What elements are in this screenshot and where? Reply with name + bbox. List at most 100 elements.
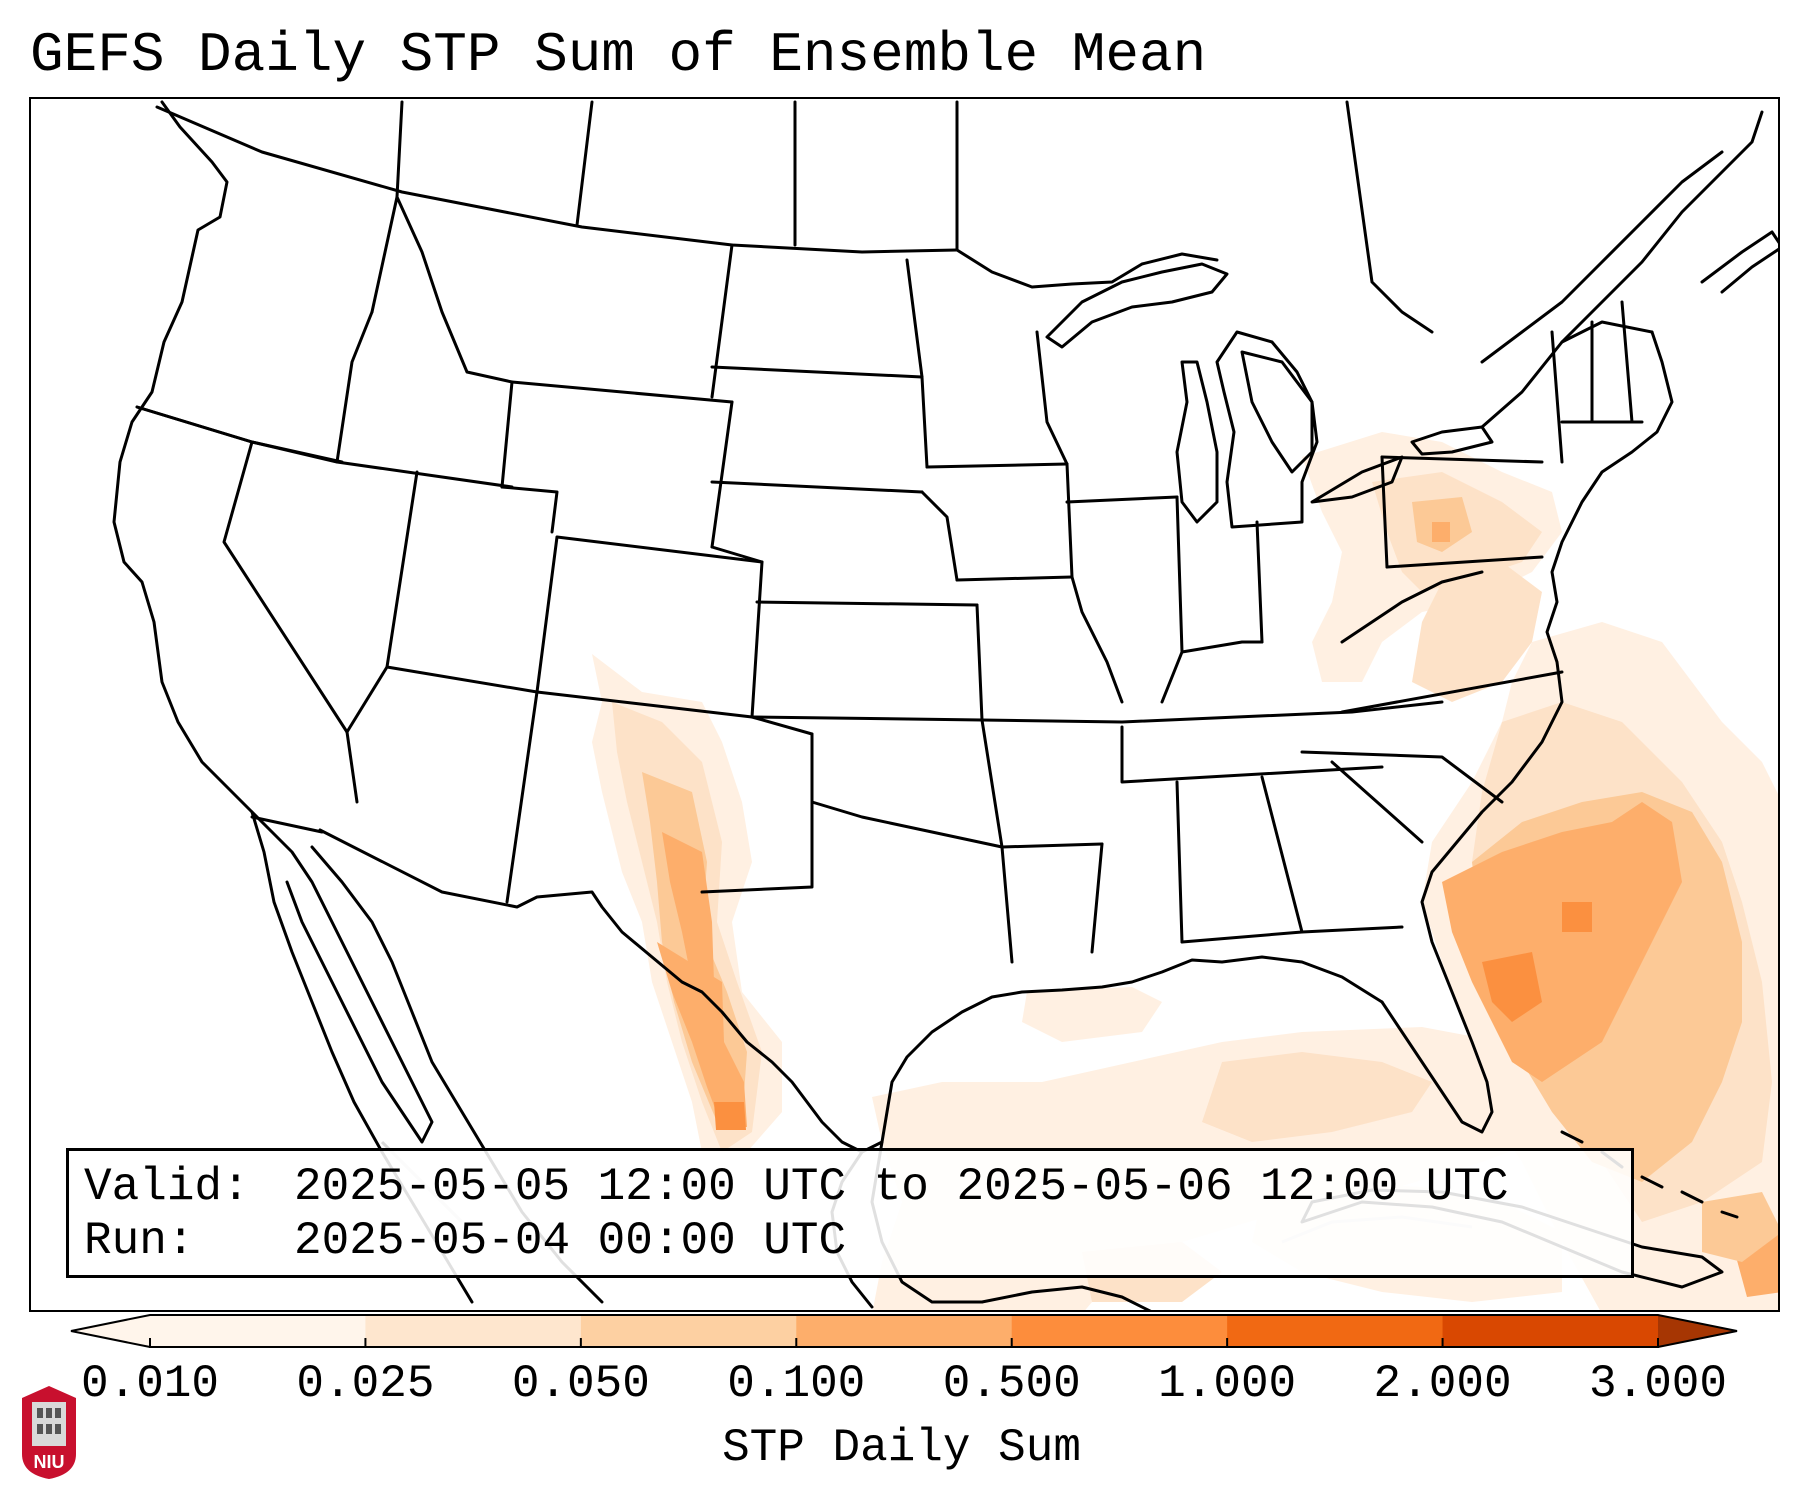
border-ny-vt-nh	[1550, 330, 1564, 464]
border-ia-mn	[925, 462, 1069, 469]
border-ar-la	[1000, 842, 1104, 849]
colorbar-tick-label: 3.000	[1588, 1358, 1728, 1410]
colorbar-tick-label: 0.050	[511, 1358, 650, 1410]
colorbar	[70, 1314, 1738, 1348]
border-wy-sd	[710, 400, 734, 549]
border-ia-mo	[955, 575, 1074, 582]
colorbar-extend-min	[71, 1315, 150, 1347]
baja-california	[250, 810, 434, 1144]
colorbar-segment	[150, 1315, 366, 1347]
border-mexico	[318, 828, 864, 1154]
border-ok-ar	[980, 718, 1004, 849]
lake-huron	[1240, 350, 1314, 474]
border-in-ky	[1180, 640, 1264, 654]
border-pa-md	[1385, 555, 1544, 569]
michigan-peninsula	[1215, 330, 1319, 529]
valid-row: Valid: 2025-05-05 12:00 UTC to 2025-05-06…	[84, 1160, 1631, 1214]
border-wy-co	[555, 535, 764, 564]
border-ca-nv	[222, 440, 359, 804]
border-ms-al	[1175, 780, 1184, 944]
colorbar-segment	[1011, 1315, 1228, 1347]
border-nc-sc	[1300, 750, 1504, 804]
border-la-ms	[1090, 842, 1104, 954]
shading-atlantic	[1422, 622, 1778, 1310]
valid-label: Valid:	[84, 1161, 250, 1213]
border-al-fl	[1180, 925, 1404, 944]
border-tn-ms-al-ga	[1120, 725, 1384, 784]
border-in-oh	[1255, 520, 1264, 644]
border-ca-mx	[250, 815, 324, 834]
border-id-mt	[395, 195, 514, 384]
border-co-ks	[750, 560, 764, 719]
map-borders	[112, 100, 1778, 1310]
shading-northeast	[1302, 432, 1562, 702]
border-oh-pa	[1380, 455, 1389, 569]
border-ga-sc	[1330, 760, 1424, 844]
border-nm-tx	[700, 715, 814, 894]
colorbar-segment	[365, 1315, 582, 1347]
colorbar-tick-label: 0.500	[942, 1358, 1081, 1410]
border-wa-id	[370, 195, 399, 314]
border-co-nm	[535, 690, 754, 719]
border-tx-la	[1000, 845, 1014, 964]
border-ky-tn	[1120, 700, 1444, 724]
border-mn-wi	[1035, 330, 1069, 466]
border-or-id	[335, 310, 374, 464]
coastline-west	[112, 100, 474, 1304]
border-mt-nd	[710, 243, 734, 399]
nova-scotia	[1700, 230, 1778, 294]
colorbar-extend-max	[1658, 1315, 1737, 1347]
border-sd-ne	[710, 480, 924, 494]
border-ks-mo	[975, 603, 984, 722]
map-panel	[29, 97, 1780, 1312]
colorbar-tick-label: 0.010	[80, 1358, 220, 1410]
border-nd-sd	[710, 365, 924, 379]
run-label: Run:	[84, 1215, 195, 1267]
colorbar-segment	[1442, 1315, 1659, 1347]
border-al-ga	[1260, 775, 1304, 934]
yucatan	[980, 1285, 1152, 1310]
border-ne-ia	[920, 490, 959, 582]
border-wi-il	[1065, 495, 1179, 504]
border-wy-ne	[710, 545, 764, 564]
valid-value: 2025-05-05 12:00 UTC to 2025-05-06 12:00…	[294, 1161, 1509, 1213]
lake-superior	[1045, 262, 1229, 349]
map-canvas	[112, 100, 1778, 1310]
border-mt-wy	[510, 380, 734, 404]
border-ne-ks	[755, 600, 979, 607]
border-ks-ok	[750, 715, 984, 722]
border-id-wy	[500, 380, 514, 489]
map-title: GEFS Daily STP Sum of Ensemble Mean	[30, 23, 1207, 87]
lake-ontario	[1410, 425, 1494, 456]
border-ok-tx	[810, 732, 1004, 849]
border-on-qc	[1345, 100, 1434, 334]
colorbar-segments	[71, 1315, 1737, 1347]
border-wv-va	[1340, 570, 1484, 644]
canada-maritimes	[1560, 110, 1764, 344]
border-canada-east	[955, 248, 1219, 289]
colorbar-tick-label: 0.100	[727, 1358, 866, 1410]
border-pa-ny	[1380, 455, 1544, 464]
colorbar-segment	[796, 1315, 1013, 1347]
colorbar-tick-label: 0.025	[296, 1358, 435, 1410]
niu-logo: NIU	[22, 1386, 76, 1479]
border-sd-mn	[920, 375, 929, 469]
border-nh-me	[1620, 300, 1634, 424]
st-lawrence	[1480, 150, 1724, 364]
shading-southwest-lobe	[592, 654, 782, 1152]
colorbar-tick-label: 1.000	[1158, 1358, 1297, 1410]
border-ut-wy	[500, 485, 559, 534]
lake-erie	[1310, 455, 1404, 504]
border-bc-ab	[395, 100, 404, 199]
run-value: 2025-05-04 00:00 UTC	[294, 1215, 847, 1267]
svg-text:NIU: NIU	[34, 1452, 65, 1472]
border-az-nm	[505, 690, 539, 904]
colorbar-outline	[70, 1314, 1738, 1348]
border-ut-co	[535, 535, 559, 694]
border-il-in	[1160, 495, 1184, 704]
colorbar-tick-label: 2.000	[1373, 1358, 1512, 1410]
border-ab-sk	[575, 100, 594, 227]
colorbar-segment	[1227, 1315, 1444, 1347]
border-ut-az	[385, 665, 539, 694]
colorbar-label: STP Daily Sum	[722, 1422, 1081, 1474]
